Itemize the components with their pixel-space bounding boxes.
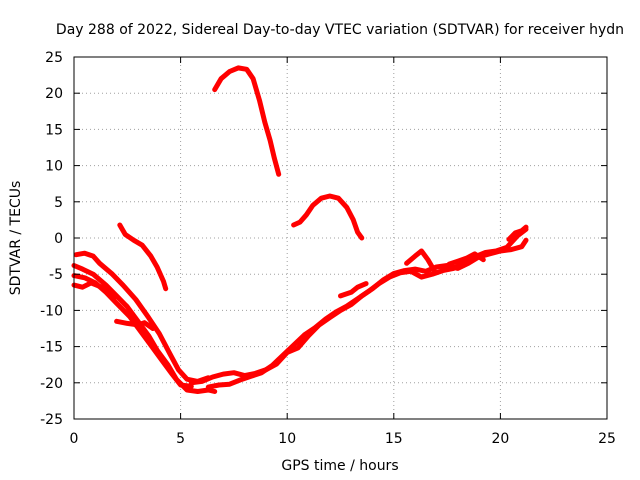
x-tick-label: 25 <box>598 431 616 447</box>
x-tick-label: 0 <box>70 431 79 447</box>
series-arc-h <box>291 193 365 241</box>
x-tick-label: 5 <box>176 431 185 447</box>
x-tick-label: 15 <box>385 431 403 447</box>
y-tick-label: 15 <box>45 122 63 138</box>
y-tick-label: 20 <box>45 86 63 102</box>
series-arc-a <box>73 250 211 384</box>
y-tick-label: -20 <box>40 376 63 392</box>
x-axis-label: GPS time / hours <box>281 458 398 474</box>
y-tick-label: 25 <box>45 50 63 66</box>
series-arc-d <box>71 280 117 300</box>
chart-title: Day 288 of 2022, Sidereal Day-to-day VTE… <box>56 22 624 38</box>
axis-ticks <box>73 56 608 420</box>
series-arc-g <box>212 65 282 177</box>
series-arc-m <box>446 251 486 267</box>
series-arc-k <box>338 281 369 299</box>
y-tick-label: -25 <box>40 412 63 428</box>
y-tick-label: -15 <box>40 340 63 356</box>
y-tick-label: 10 <box>45 159 63 175</box>
y-tick-labels: 25 20 15 10 5 0 -5 -10 -15 -20 -25 <box>40 50 63 428</box>
y-tick-label: -5 <box>49 267 63 283</box>
y-axis-label: SDTVAR / TECUs <box>8 181 24 296</box>
x-tick-label: 20 <box>491 431 509 447</box>
series-arc-n <box>506 224 529 242</box>
series-arc-l <box>404 248 437 274</box>
data-series <box>71 65 529 394</box>
series-arc-e <box>114 318 156 331</box>
y-tick-label: -10 <box>40 303 63 319</box>
x-tick-labels: 0 5 10 15 20 25 <box>70 431 616 447</box>
y-tick-label: 0 <box>54 231 63 247</box>
x-tick-label: 10 <box>278 431 296 447</box>
series-arc-f <box>117 222 169 292</box>
series-arc-b <box>71 263 218 394</box>
series-arc-i <box>188 237 529 386</box>
series-arc-j <box>205 226 529 390</box>
y-tick-label: 5 <box>54 195 63 211</box>
